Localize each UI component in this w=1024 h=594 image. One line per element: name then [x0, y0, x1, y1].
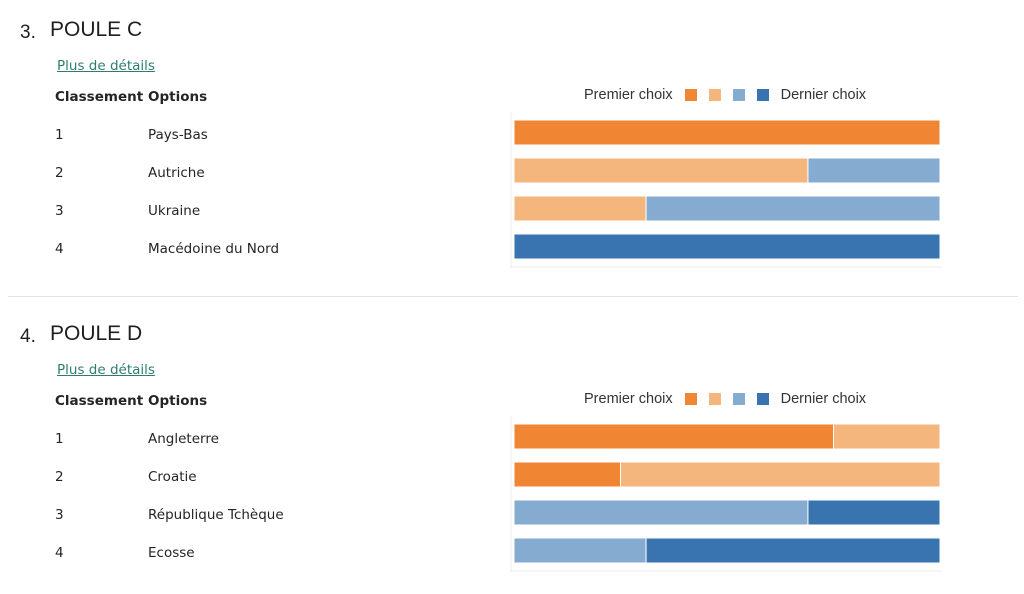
legend-first-choice: Premier choix: [584, 87, 673, 103]
chart-legend: Premier choix Dernier choix: [584, 86, 866, 104]
legend-last-choice: Dernier choix: [780, 87, 867, 103]
question-title: POULE C: [50, 18, 143, 41]
legend-swatch-rank-2: [708, 393, 721, 405]
rank-value: 3: [55, 203, 64, 219]
rank-column-header: Classement: [55, 89, 144, 105]
option-label: Croatie: [148, 469, 197, 485]
legend-swatch-rank-1: [684, 89, 697, 101]
bar-segment-rank-2: [833, 423, 941, 450]
rank-value: 2: [55, 165, 64, 181]
bar-segment-rank-1: [513, 423, 834, 450]
bar-segment-rank-4: [513, 233, 941, 260]
bar-segment-rank-2: [513, 157, 809, 184]
bar-segment-rank-3: [807, 157, 941, 184]
option-label: République Tchèque: [148, 507, 284, 523]
bar-segment-rank-3: [645, 195, 941, 222]
rank-value: 4: [55, 241, 64, 257]
options-column-header: Options: [148, 393, 208, 409]
bar-segment-rank-1: [513, 461, 621, 488]
ranking-row: 2 Croatie: [0, 457, 500, 495]
legend-swatch-rank-2: [708, 89, 721, 101]
question-number: 4.: [20, 326, 36, 347]
question-number: 3.: [20, 22, 36, 43]
rank-column-header: Classement: [55, 393, 144, 409]
rank-value: 1: [55, 431, 64, 447]
option-label: Macédoine du Nord: [148, 241, 280, 257]
rank-value: 1: [55, 127, 64, 143]
bar-segment-rank-3: [513, 537, 647, 564]
option-label: Angleterre: [148, 431, 219, 447]
legend-swatch-rank-4: [756, 393, 769, 405]
legend-swatch-rank-4: [756, 89, 769, 101]
bar-segment-rank-3: [513, 499, 809, 526]
ranking-row: 1 Pays-Bas: [0, 115, 500, 153]
option-label: Autriche: [148, 165, 205, 181]
ranking-row: 4 Ecosse: [0, 533, 500, 571]
bar-segment-rank-4: [807, 499, 941, 526]
rank-value: 3: [55, 507, 64, 523]
ranking-chart: [510, 112, 942, 268]
option-label: Ecosse: [148, 545, 195, 561]
legend-swatch-rank-3: [732, 89, 745, 101]
poll-section-c: 3. POULE C Plus de détails Classement Op…: [0, 0, 1024, 290]
rank-value: 2: [55, 469, 64, 485]
ranking-row: 1 Angleterre: [0, 419, 500, 457]
chart-legend: Premier choix Dernier choix: [584, 390, 866, 408]
ranking-row: 3 République Tchèque: [0, 495, 500, 533]
rank-value: 4: [55, 545, 64, 561]
options-column-header: Options: [148, 89, 208, 105]
ranking-row: 4 Macédoine du Nord: [0, 229, 500, 267]
ranking-row: 2 Autriche: [0, 153, 500, 191]
more-details-link[interactable]: Plus de détails: [57, 362, 155, 378]
bar-segment-rank-1: [513, 119, 941, 146]
option-label: Ukraine: [148, 203, 201, 219]
question-title: POULE D: [50, 322, 143, 345]
ranking-chart: [510, 416, 942, 572]
more-details-link[interactable]: Plus de détails: [57, 58, 155, 74]
legend-swatch-rank-3: [732, 393, 745, 405]
option-label: Pays-Bas: [148, 127, 208, 143]
legend-swatch-rank-1: [684, 393, 697, 405]
section-divider: [8, 296, 1018, 297]
bar-segment-rank-2: [513, 195, 647, 222]
legend-first-choice: Premier choix: [584, 391, 673, 407]
ranking-row: 3 Ukraine: [0, 191, 500, 229]
poll-section-d: 4. POULE D Plus de détails Classement Op…: [0, 304, 1024, 594]
bar-segment-rank-4: [645, 537, 941, 564]
bar-segment-rank-2: [620, 461, 941, 488]
legend-last-choice: Dernier choix: [780, 391, 867, 407]
